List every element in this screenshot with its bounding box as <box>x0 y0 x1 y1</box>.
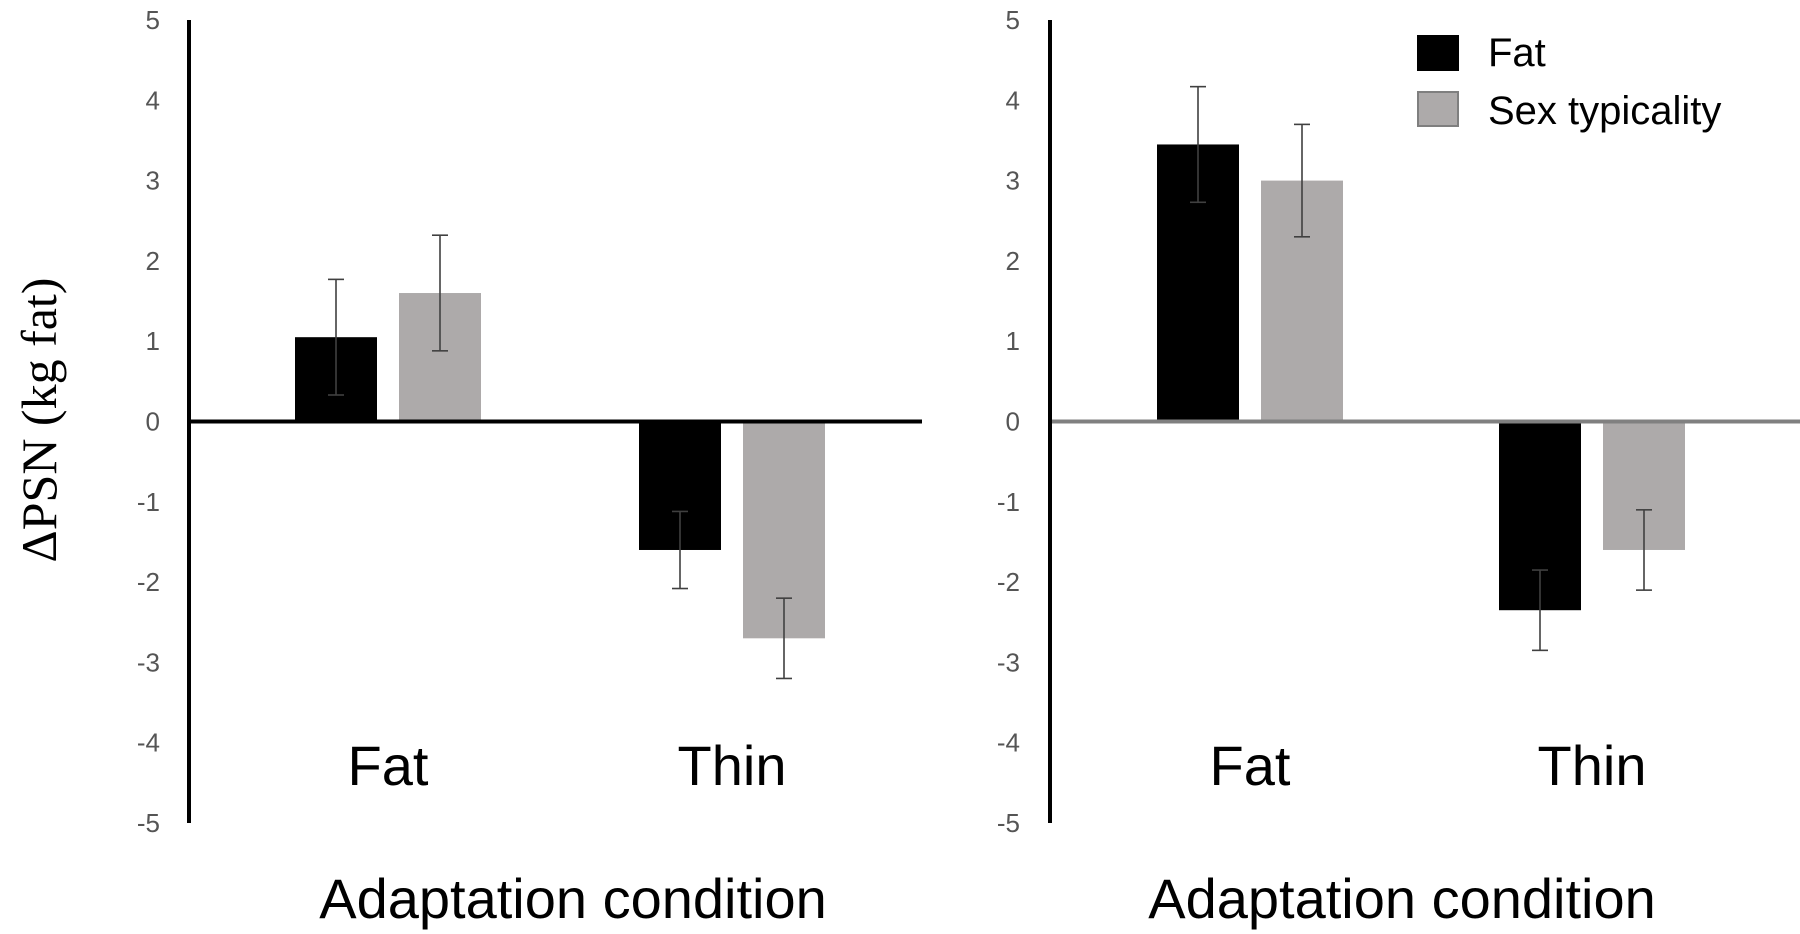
category-label-fat: Fat <box>348 734 429 797</box>
y-tick-label: -5 <box>997 808 1020 838</box>
y-tick-label: -3 <box>997 647 1020 677</box>
y-tick-label: 2 <box>1006 246 1020 276</box>
y-tick-label: 0 <box>1006 407 1020 437</box>
y-tick-label: 4 <box>146 85 160 115</box>
y-tick-label: -2 <box>997 567 1020 597</box>
y-tick-label: 4 <box>1006 85 1020 115</box>
error-bar <box>1636 509 1652 591</box>
error-bar <box>432 234 448 352</box>
legend-swatch-sex-typicality <box>1417 91 1459 127</box>
y-axis-title: ΔPSN (kg fat) <box>11 278 67 563</box>
category-label-thin: Thin <box>678 734 787 797</box>
y-tick-label: 2 <box>146 246 160 276</box>
legend-swatch-fat <box>1417 35 1459 71</box>
y-tick-label: -4 <box>137 728 160 758</box>
y-tick-label: 3 <box>146 166 160 196</box>
category-label-thin: Thin <box>1538 734 1647 797</box>
legend: Fat Sex typicality <box>1417 31 1721 133</box>
y-tick-label: 0 <box>146 407 160 437</box>
error-bar <box>1532 569 1548 652</box>
y-tick-label: -2 <box>137 567 160 597</box>
legend-label-sex-typicality: Sex typicality <box>1488 89 1721 133</box>
y-tick-label: -1 <box>997 487 1020 517</box>
error-bar <box>1190 85 1206 204</box>
y-tick-label: -4 <box>997 728 1020 758</box>
x-axis-title: Adaptation condition <box>319 867 827 930</box>
category-label-fat: Fat <box>1210 734 1291 797</box>
error-bar <box>776 597 792 680</box>
y-tick-label: 5 <box>1006 5 1020 35</box>
legend-label-fat: Fat <box>1488 31 1546 75</box>
y-tick-label: 1 <box>1006 326 1020 356</box>
y-tick-label: 5 <box>146 5 160 35</box>
error-bar <box>672 510 688 590</box>
left-panel: 5 4 3 2 1 0 -1 -2 -3 -4 -5 Fat Thin Adaptation condit… <box>137 5 922 930</box>
y-tick-label: -1 <box>137 487 160 517</box>
error-bar <box>328 278 344 396</box>
error-bar <box>1294 123 1310 238</box>
y-tick-label: -5 <box>137 808 160 838</box>
x-axis-title: Adaptation condition <box>1148 867 1656 930</box>
y-tick-label: 3 <box>1006 166 1020 196</box>
y-tick-label: 1 <box>146 326 160 356</box>
y-tick-label: -3 <box>137 647 160 677</box>
right-panel: 5 4 3 2 1 0 -1 -2 -3 -4 -5 Fat Thin Adaptation condit… <box>997 5 1800 930</box>
